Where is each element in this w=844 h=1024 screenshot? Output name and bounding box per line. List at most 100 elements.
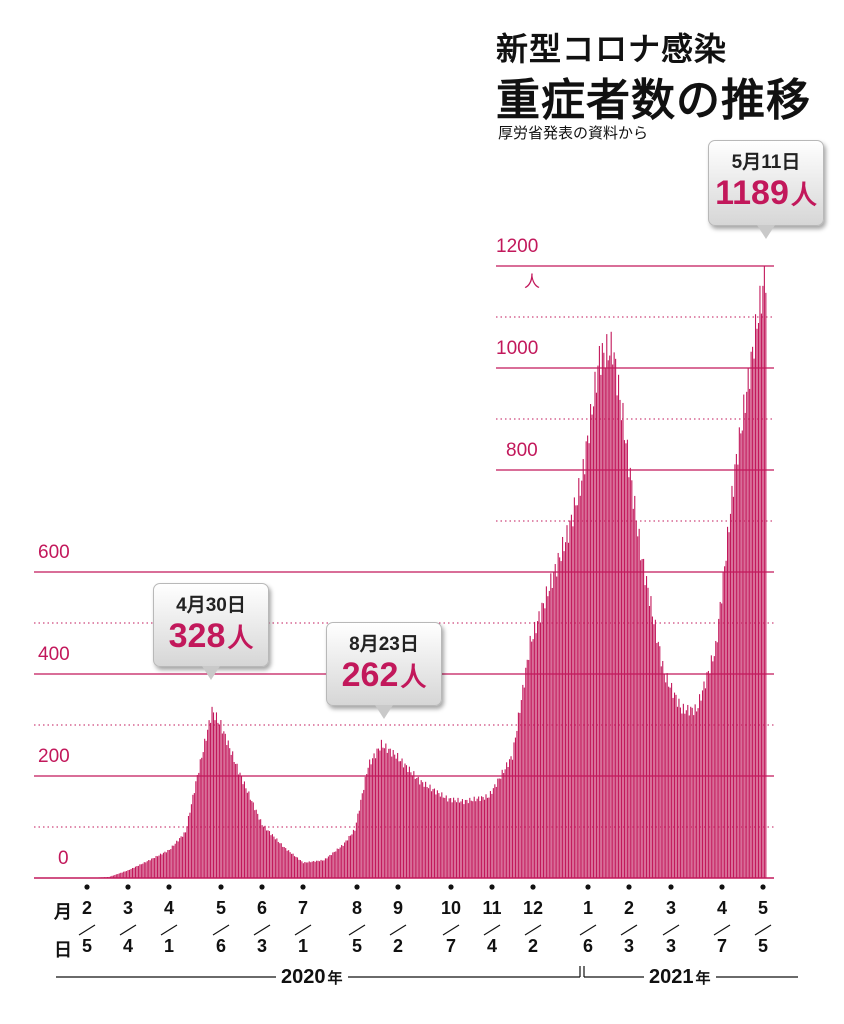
- bar: [741, 430, 743, 878]
- bar: [347, 840, 349, 878]
- bar: [429, 784, 431, 878]
- bar: [578, 478, 580, 878]
- bar: [308, 861, 310, 878]
- bar: [662, 661, 664, 878]
- bar: [115, 874, 117, 878]
- bar: [105, 877, 107, 878]
- bar: [299, 860, 301, 878]
- bar: [563, 551, 565, 878]
- bar: [731, 485, 733, 878]
- bar: [694, 704, 696, 878]
- bar: [264, 825, 266, 878]
- x-tick-dot: [300, 884, 306, 890]
- bar: [162, 852, 164, 878]
- bar: [106, 877, 109, 878]
- x-tick-dot: [760, 884, 766, 890]
- x-tick-slash: [579, 924, 597, 936]
- bar: [432, 789, 434, 878]
- bar: [587, 435, 589, 878]
- bar: [637, 536, 639, 878]
- bar: [531, 641, 533, 878]
- x-tick-slash: [389, 924, 407, 936]
- callout-pointer: [757, 225, 775, 239]
- bar: [734, 464, 736, 878]
- bar: [361, 793, 363, 878]
- bar: [411, 775, 413, 878]
- peak-callout: 5月11日 1189人: [708, 140, 824, 239]
- bar: [494, 784, 496, 878]
- bar: [482, 797, 484, 878]
- x-tick-month: 10: [440, 898, 462, 918]
- bar: [707, 670, 709, 878]
- peak-callout: 4月30日 328人: [153, 583, 269, 680]
- bar: [469, 797, 471, 878]
- x-tick-day: 3: [665, 936, 676, 956]
- x-tick-day: 5: [81, 936, 92, 956]
- bar: [242, 784, 244, 878]
- bar: [349, 835, 352, 878]
- bar: [613, 352, 615, 879]
- x-tick-month: 2: [81, 898, 92, 918]
- peak-date: 5月11日: [731, 152, 801, 173]
- bar: [648, 605, 651, 878]
- bar: [735, 453, 737, 878]
- x-tick-month: 2: [623, 898, 634, 918]
- bar: [696, 711, 698, 878]
- bar: [260, 819, 262, 878]
- bar: [545, 586, 547, 878]
- x-tick-dot: [218, 884, 224, 890]
- bar: [461, 799, 463, 878]
- x-tick-day: 6: [215, 936, 226, 956]
- bar: [682, 703, 684, 878]
- bar: [298, 859, 300, 878]
- bar: [207, 729, 209, 878]
- x-tick-dot: [530, 884, 536, 890]
- bar: [323, 860, 325, 878]
- bar: [423, 786, 425, 878]
- bar: [199, 759, 201, 878]
- bar: [699, 694, 701, 878]
- bar: [254, 810, 256, 878]
- bar: [632, 508, 634, 878]
- bar: [382, 747, 384, 878]
- x-tick-month: 3: [665, 898, 676, 918]
- bar: [211, 706, 213, 878]
- bar: [149, 860, 151, 878]
- bar: [592, 406, 595, 878]
- bar: [338, 848, 340, 878]
- bar: [158, 855, 160, 878]
- bar: [218, 724, 220, 878]
- bar: [397, 752, 399, 878]
- x-tick-slash: [212, 924, 230, 936]
- bar: [148, 860, 150, 878]
- bar: [504, 769, 506, 878]
- bar: [357, 813, 359, 878]
- bar: [569, 520, 571, 878]
- x-tick-month: 3: [122, 898, 133, 918]
- bar: [329, 854, 331, 878]
- bar: [743, 394, 745, 878]
- x-tick-dot: [448, 884, 454, 890]
- x-tick-slash: [160, 924, 178, 936]
- bar: [360, 799, 362, 878]
- bar: [277, 841, 279, 878]
- bar: [620, 420, 623, 878]
- bar: [326, 858, 328, 878]
- bar: [625, 443, 627, 878]
- x-tick-slash: [348, 924, 366, 936]
- bar: [460, 801, 462, 878]
- x-tick-day: 1: [163, 936, 174, 956]
- bar: [341, 845, 343, 878]
- bar: [183, 832, 185, 878]
- bar: [280, 843, 282, 878]
- bar: [668, 686, 670, 878]
- bar: [495, 786, 497, 878]
- bar: [553, 571, 555, 878]
- bar: [747, 367, 749, 878]
- x-tick-month: 8: [351, 898, 362, 918]
- bar: [710, 655, 712, 878]
- bar: [332, 852, 334, 878]
- bar: [414, 778, 416, 878]
- bar: [320, 859, 322, 878]
- bar: [389, 748, 391, 878]
